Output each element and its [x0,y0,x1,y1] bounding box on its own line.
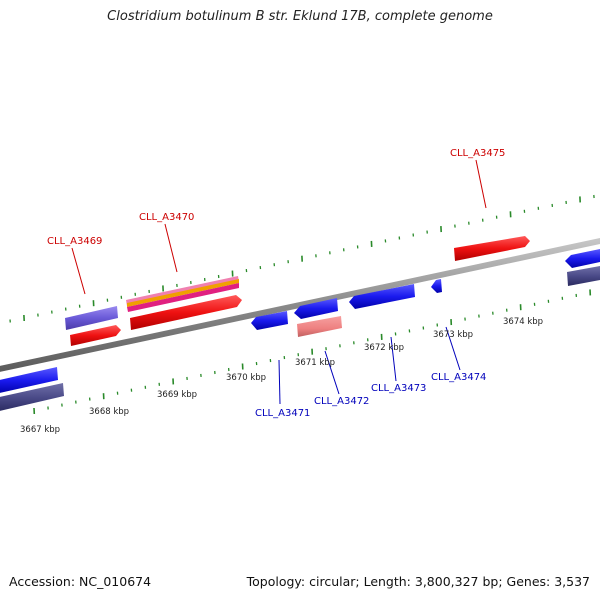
gene-reverse-feature[interactable] [431,279,442,293]
scale-tick-label: 3672 kbp [364,343,404,353]
gene-reverse-misc-feature [567,266,600,286]
scale-tick-label: 3674 kbp [503,317,543,327]
scale-tick-label: 3667 kbp [20,425,60,435]
gene-label-cll-a3475[interactable]: CLL_A3475 [450,148,505,159]
gene-label-cll-a3474[interactable]: CLL_A3474 [431,372,486,383]
scale-tick-label: 3673 kbp [433,330,473,340]
scale-tick-label: 3669 kbp [157,390,197,400]
scale-tick-label: 3671 kbp [295,358,335,368]
gene-label-cll-a3471[interactable]: CLL_A3471 [255,408,310,419]
gene-reverse-feature[interactable] [565,249,600,268]
gene-label-cll-a3473[interactable]: CLL_A3473 [371,383,426,394]
gene-reverse-feature[interactable] [297,316,342,337]
accession-text: Accession: NC_010674 [9,574,151,589]
gene-label-cll-a3470[interactable]: CLL_A3470 [139,212,194,223]
gene-label-cll-a3469[interactable]: CLL_A3469 [47,236,102,247]
scale-tick-label: 3670 kbp [226,373,266,383]
genome-summary-text: Topology: circular; Length: 3,800,327 bp… [247,574,590,589]
callout-lines [72,160,486,404]
scale-tick-label: 3668 kbp [89,407,129,417]
gene-label-cll-a3472[interactable]: CLL_A3472 [314,396,369,407]
genome-title: Clostridium botulinum B str. Eklund 17B,… [0,9,600,24]
genome-backbone [0,238,600,373]
